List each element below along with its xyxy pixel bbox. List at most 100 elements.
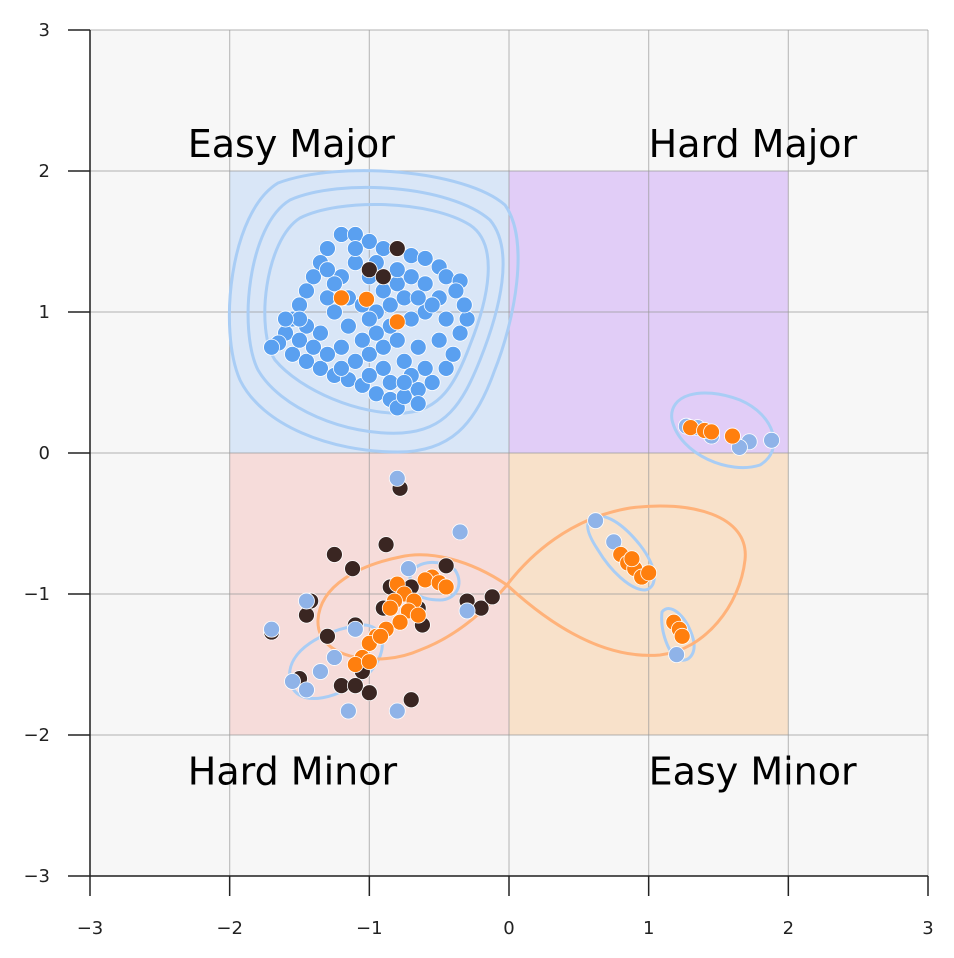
point-blue	[437, 310, 455, 328]
point-orange	[437, 578, 455, 596]
x-tick-label: −2	[216, 918, 243, 939]
point-blue	[447, 282, 465, 300]
point-orange	[346, 656, 364, 673]
y-ticks: −3 −2 −1 0 1 2 3	[23, 20, 90, 887]
point-blue	[402, 247, 420, 265]
point-blue	[395, 352, 413, 370]
point-dark	[360, 261, 378, 279]
x-tick-label: 0	[503, 918, 514, 939]
point-blue	[423, 374, 441, 391]
y-tick-label: 3	[39, 20, 50, 41]
point-orange	[416, 571, 434, 589]
point-blue	[319, 240, 336, 257]
point-dark	[298, 606, 315, 624]
point-light-blue	[605, 533, 623, 551]
point-blue	[423, 296, 441, 314]
point-light-blue	[284, 673, 301, 690]
point-light-blue	[388, 702, 406, 720]
point-dark	[344, 560, 361, 578]
point-orange	[358, 290, 375, 308]
point-blue	[305, 338, 322, 356]
point-blue	[319, 261, 336, 279]
point-dark	[437, 557, 455, 575]
point-light-blue	[312, 663, 329, 680]
point-blue	[395, 388, 413, 406]
point-blue	[360, 367, 378, 384]
x-tick-label: 1	[643, 918, 654, 939]
point-blue	[332, 338, 350, 356]
point-blue	[409, 395, 427, 413]
point-blue	[374, 282, 392, 300]
point-light-blue	[298, 592, 315, 610]
point-blue	[444, 345, 462, 363]
point-light-blue	[763, 431, 780, 449]
point-blue	[319, 345, 336, 363]
point-blue	[277, 310, 294, 328]
point-blue	[455, 296, 473, 314]
point-orange	[673, 627, 691, 645]
point-blue	[388, 261, 406, 279]
y-tick-label: 2	[39, 161, 50, 182]
point-blue	[409, 338, 427, 356]
point-blue	[346, 240, 364, 257]
point-blue	[374, 359, 392, 377]
point-orange	[724, 427, 741, 445]
contour-easy-major-middle	[246, 185, 505, 435]
point-blue	[312, 324, 329, 342]
y-tick-label: 0	[39, 443, 50, 464]
y-tick-label: −1	[23, 584, 50, 605]
point-light-blue	[346, 620, 364, 638]
x-tick-label: −1	[356, 918, 383, 939]
x-tick-label: −3	[77, 918, 104, 939]
point-blue	[367, 324, 385, 342]
point-dark	[326, 546, 343, 563]
contour-easy-minor-upper	[586, 514, 656, 592]
point-blue	[263, 338, 280, 356]
point-blue	[360, 233, 378, 250]
point-blue	[451, 324, 469, 342]
point-dark	[346, 677, 364, 695]
point-blue	[458, 310, 476, 328]
point-blue	[416, 359, 434, 377]
point-blue	[416, 275, 434, 293]
region-label-hard-major: Hard Major	[649, 122, 858, 166]
region-label-easy-major: Easy Major	[188, 122, 396, 166]
point-orange	[391, 613, 409, 631]
point-blue	[381, 296, 399, 314]
point-light-blue	[458, 602, 476, 620]
contour-easy-major-outer	[227, 169, 520, 454]
point-blue	[416, 250, 434, 267]
point-blue	[437, 359, 455, 377]
point-blue	[332, 359, 350, 377]
point-blue	[437, 268, 455, 286]
point-orange	[381, 599, 399, 617]
point-light-blue	[388, 469, 406, 487]
point-orange	[372, 627, 389, 645]
y-tick-label: −3	[23, 866, 50, 887]
point-blue	[374, 338, 392, 356]
point-light-blue	[451, 523, 469, 541]
point-dark	[388, 240, 406, 257]
point-blue	[402, 268, 420, 286]
point-blue	[291, 296, 308, 314]
point-blue	[326, 303, 343, 321]
point-blue	[402, 310, 420, 328]
y-tick-label: 1	[39, 302, 50, 323]
point-blue	[284, 345, 301, 363]
point-blue	[305, 268, 322, 286]
x-tick-label: 3	[922, 918, 933, 939]
region-labels: Easy Major Hard Major Hard Minor Easy Minor	[188, 122, 858, 793]
point-dark	[374, 268, 392, 286]
point-blue	[430, 331, 448, 349]
point-light-blue	[326, 649, 343, 666]
point-dark	[360, 684, 378, 702]
point-blue	[395, 374, 413, 391]
point-orange	[409, 606, 427, 624]
point-blue	[346, 254, 364, 272]
point-blue	[298, 352, 315, 370]
point-blue	[346, 226, 364, 243]
point-light-blue	[298, 681, 315, 699]
point-blue	[409, 381, 427, 398]
point-dark	[402, 691, 420, 709]
